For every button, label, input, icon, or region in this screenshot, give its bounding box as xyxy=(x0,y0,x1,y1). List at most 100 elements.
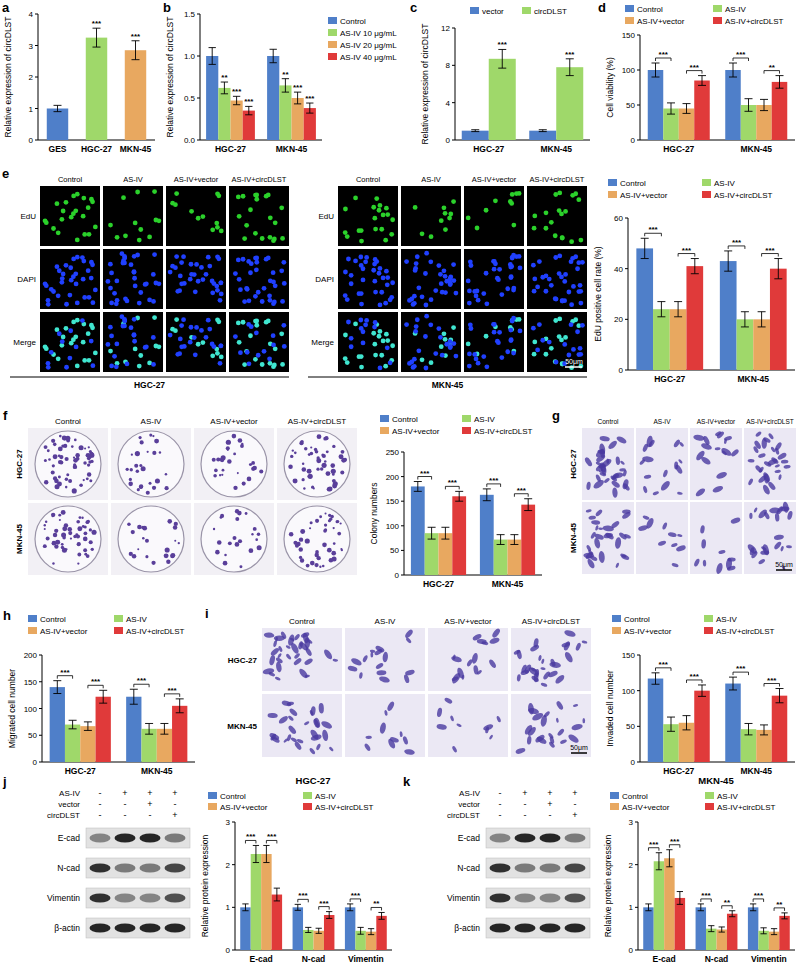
colony xyxy=(83,537,88,542)
error-line xyxy=(678,302,679,317)
cell xyxy=(218,280,223,285)
cell xyxy=(599,435,610,441)
cell xyxy=(89,339,94,344)
cell xyxy=(385,345,390,350)
bars xyxy=(643,850,790,950)
bar xyxy=(725,684,741,762)
cell xyxy=(61,272,66,277)
cell xyxy=(563,335,568,340)
error-line xyxy=(245,904,246,911)
colony xyxy=(220,458,225,463)
image-background xyxy=(111,428,191,500)
error-cap xyxy=(667,731,675,732)
legend-label: AS-IV+circDLST xyxy=(315,803,374,812)
cell xyxy=(476,361,481,366)
significance: *** xyxy=(445,478,459,489)
bars xyxy=(206,48,316,140)
cell xyxy=(508,199,513,204)
legend-label: AS-IV+vector xyxy=(620,191,668,200)
colony xyxy=(302,478,305,481)
bar xyxy=(686,266,703,370)
cell xyxy=(389,232,394,237)
cell xyxy=(642,456,654,463)
cell xyxy=(114,341,119,346)
error-cap xyxy=(245,114,252,115)
error-cap xyxy=(750,910,756,911)
significance: ** xyxy=(221,73,228,82)
cell xyxy=(518,328,523,333)
cell xyxy=(532,226,537,231)
image-background xyxy=(464,312,524,372)
error-line xyxy=(702,76,703,86)
cell xyxy=(359,239,364,244)
cell xyxy=(174,254,179,259)
transwell-image xyxy=(744,428,796,500)
cell xyxy=(566,290,571,295)
bar xyxy=(654,861,664,950)
cell xyxy=(573,191,578,196)
error-cap xyxy=(667,114,675,115)
error-cap xyxy=(326,918,332,919)
cell xyxy=(532,340,537,345)
y-tick xyxy=(625,268,628,269)
error-bar xyxy=(69,720,77,729)
cell xyxy=(575,266,580,271)
legend-label: circDLST xyxy=(534,7,567,16)
cell xyxy=(174,191,179,196)
error-cap xyxy=(347,910,353,911)
cell xyxy=(549,283,554,288)
colony xyxy=(290,455,293,458)
error-line xyxy=(135,41,136,60)
cell xyxy=(75,238,80,243)
image-background xyxy=(401,312,461,372)
colony xyxy=(220,516,223,519)
colony xyxy=(326,450,329,453)
cell xyxy=(384,206,389,211)
cell xyxy=(279,205,284,210)
colony xyxy=(55,540,60,545)
y-tick xyxy=(197,98,200,99)
significance: ** xyxy=(774,900,784,911)
legend-swatch xyxy=(704,615,713,622)
chart: 0.00.51.01.5Relative expression of circD… xyxy=(163,0,397,154)
cell xyxy=(505,286,510,291)
cell xyxy=(724,439,728,445)
cell xyxy=(642,486,647,494)
error-bar xyxy=(760,99,768,110)
y-tick xyxy=(35,140,38,141)
cell xyxy=(454,291,459,296)
y-tick xyxy=(35,14,38,15)
cell xyxy=(385,282,390,287)
x-tick-label: MKN-45 xyxy=(120,144,152,154)
colony xyxy=(85,520,89,524)
image-background xyxy=(636,428,688,500)
bar xyxy=(251,854,261,950)
cell xyxy=(242,362,247,367)
error-bar xyxy=(53,681,61,694)
cell xyxy=(781,460,789,464)
error-cap xyxy=(776,702,784,703)
cell xyxy=(106,279,111,284)
significance-label: *** xyxy=(690,63,700,72)
cell xyxy=(586,558,596,570)
cell xyxy=(693,558,700,567)
cell xyxy=(125,299,130,304)
cell xyxy=(371,268,376,273)
legend-swatch xyxy=(114,615,123,622)
error-line xyxy=(679,892,680,905)
colony xyxy=(152,451,156,455)
colony xyxy=(217,540,222,545)
micrograph xyxy=(166,312,226,372)
colony xyxy=(159,451,161,453)
cell xyxy=(404,259,409,264)
bar xyxy=(508,540,522,575)
significance-label: ** xyxy=(282,70,289,79)
cell xyxy=(484,334,489,339)
colony xyxy=(241,443,243,445)
error-bar xyxy=(774,259,782,279)
significance: *** xyxy=(701,891,712,902)
cell xyxy=(721,450,728,456)
colony xyxy=(43,544,47,548)
image-background xyxy=(40,312,100,372)
cell xyxy=(87,358,92,363)
